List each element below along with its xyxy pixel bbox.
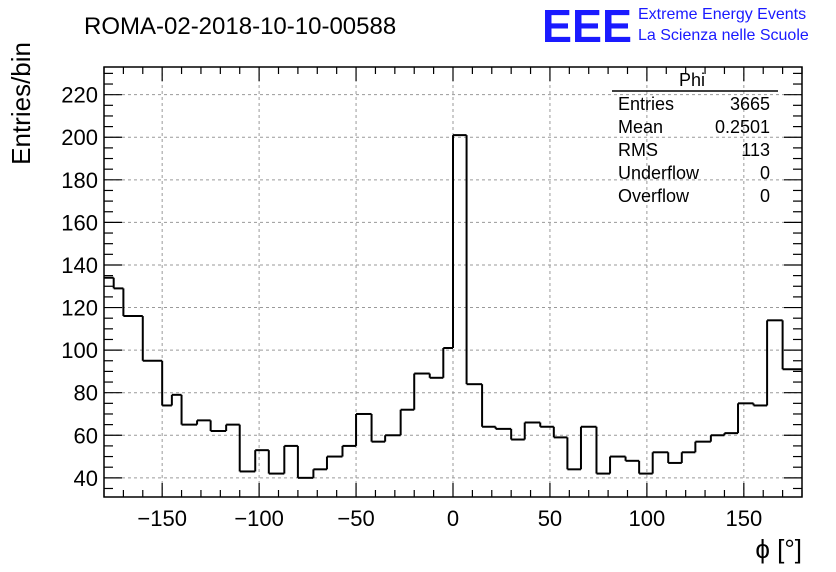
y-axis-label: Entries/bin xyxy=(6,42,36,165)
stats-box: Phi Entries 3665 Mean 0.2501 RMS 113 Und… xyxy=(612,70,778,206)
y-tick-label: 180 xyxy=(61,168,98,193)
y-tick-label: 220 xyxy=(61,83,98,108)
histogram-bars xyxy=(104,134,802,479)
y-tick-label: 160 xyxy=(61,210,98,235)
x-tick-label: −150 xyxy=(137,506,187,531)
y-tick-label: 120 xyxy=(61,296,98,321)
y-tick-label: 200 xyxy=(61,125,98,150)
x-tick-label: 150 xyxy=(725,506,762,531)
chart-title: ROMA-02-2018-10-10-00588 xyxy=(84,13,396,40)
stats-title: Phi xyxy=(679,70,705,90)
x-tick-label: 0 xyxy=(447,506,459,531)
x-axis-label: ϕ [°] xyxy=(755,534,802,564)
stats-value-rms: 113 xyxy=(741,140,770,160)
stats-label-rms: RMS xyxy=(618,140,658,160)
x-tick-label: 50 xyxy=(538,506,562,531)
stats-value-overflow: 0 xyxy=(760,186,770,206)
eee-logo-mark: EEE xyxy=(542,0,632,52)
stats-value-entries: 3665 xyxy=(730,94,770,114)
y-tick-label: 60 xyxy=(74,423,98,448)
logo-line-2: La Scienza nelle Scuole xyxy=(638,27,809,44)
y-tick-label: 80 xyxy=(74,381,98,406)
y-tick-label: 140 xyxy=(61,253,98,278)
x-tick-label: 100 xyxy=(629,506,666,531)
stats-label-underflow: Underflow xyxy=(618,163,700,183)
stats-value-mean: 0.2501 xyxy=(715,117,770,137)
stats-label-mean: Mean xyxy=(618,117,663,137)
y-tick-label: 100 xyxy=(61,338,98,363)
axes: −150 −100 −50 0 50 100 150 40 60 80 100 120 140 160 18… xyxy=(61,66,803,531)
logo-line-1: Extreme Energy Events xyxy=(638,6,806,23)
x-tick-label: −100 xyxy=(234,506,284,531)
stats-value-underflow: 0 xyxy=(760,163,770,183)
eee-logo: EEE Extreme Energy Events La Scienza nel… xyxy=(542,0,809,52)
stats-label-entries: Entries xyxy=(618,94,674,114)
stats-label-overflow: Overflow xyxy=(618,186,690,206)
x-tick-label: −50 xyxy=(337,506,374,531)
y-tick-label: 40 xyxy=(74,466,98,491)
